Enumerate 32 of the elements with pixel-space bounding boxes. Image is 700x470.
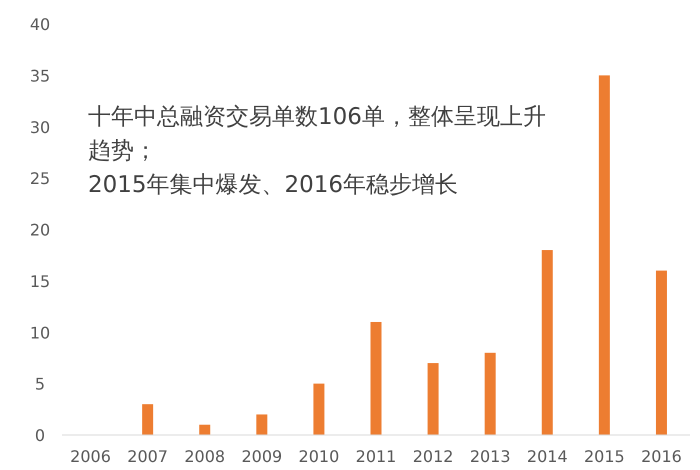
bar [428,363,439,435]
bar [542,250,553,435]
y-tick-label: 15 [30,272,50,291]
x-tick-label: 2014 [526,447,568,466]
y-tick-label: 35 [30,66,50,86]
x-tick-label: 2006 [70,447,111,466]
x-tick-label: 2013 [470,447,511,466]
annotation: 2015年集中爆发、2016年稳步增长 [88,171,460,200]
x-tick-label: 2008 [184,447,226,466]
x-tick-label: 2016 [641,447,682,466]
y-tick-label: 20 [30,220,50,240]
y-tick-label: 10 [30,323,50,342]
y-tick-label: 40 [30,15,50,34]
annotation: 十年中总融资交易单数106单，整体呈现上升趋势； [88,103,547,166]
bar [142,404,154,435]
bar [656,270,667,435]
y-tick-label: 0 [34,426,46,445]
bar [313,384,324,435]
x-tick-label: 2007 [127,447,168,466]
x-tick-label: 2015 [584,447,625,466]
bar [256,414,268,435]
bar [370,322,382,435]
y-tick-label: 5 [34,374,46,394]
x-tick-label: 2012 [412,447,454,466]
bar [598,75,610,435]
x-tick-label: 2010 [298,447,340,466]
x-tick-label: 2009 [241,447,282,466]
bar [199,424,210,435]
bar [484,352,496,435]
x-tick-label: 2011 [356,447,396,466]
y-tick-label: 30 [30,118,50,137]
y-tick-label: 25 [30,169,50,188]
